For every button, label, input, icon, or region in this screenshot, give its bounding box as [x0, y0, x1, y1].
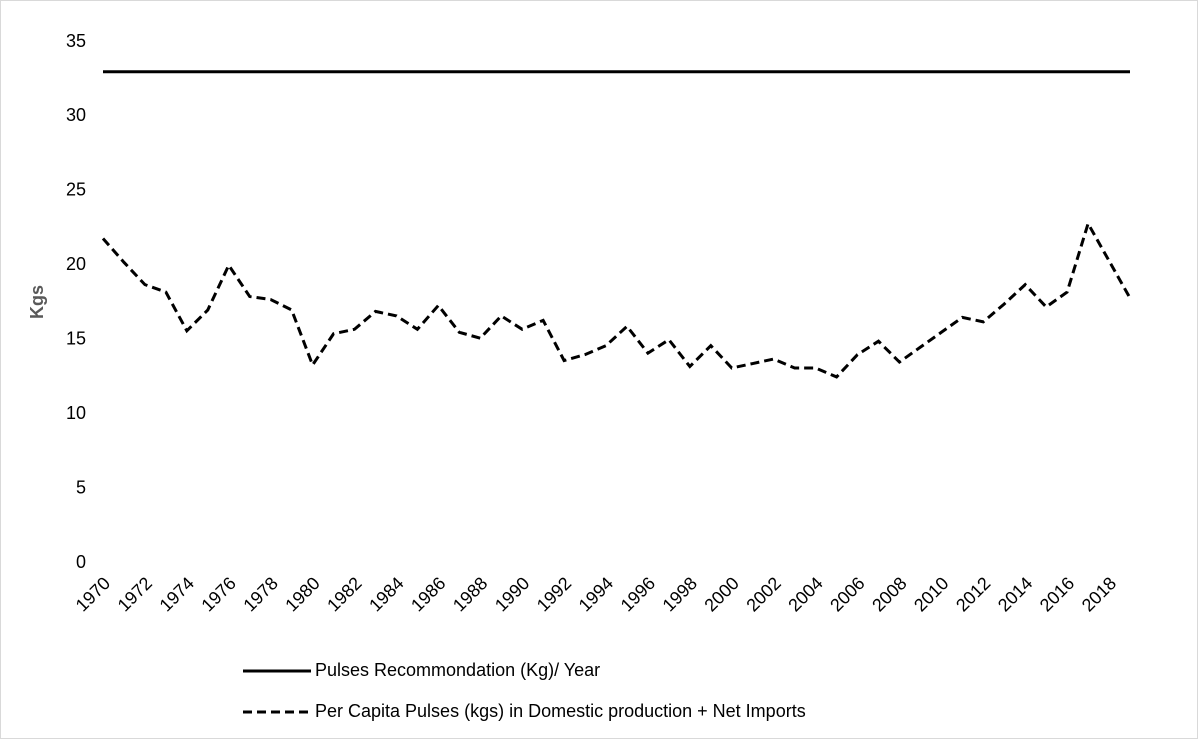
- y-tick-label: 0: [76, 552, 86, 572]
- y-tick-label: 35: [66, 31, 86, 51]
- legend-label: Per Capita Pulses (kgs) in Domestic prod…: [315, 701, 806, 721]
- y-tick-label: 30: [66, 105, 86, 125]
- y-tick-label: 20: [66, 254, 86, 274]
- y-tick-label: 25: [66, 180, 86, 200]
- y-tick-label: 5: [76, 477, 86, 497]
- y-axis-label: Kgs: [27, 285, 47, 319]
- y-tick-label: 15: [66, 328, 86, 348]
- legend-label: Pulses Recommondation (Kg)/ Year: [315, 660, 600, 680]
- y-tick-label: 10: [66, 403, 86, 423]
- series-line: [101, 219, 1132, 379]
